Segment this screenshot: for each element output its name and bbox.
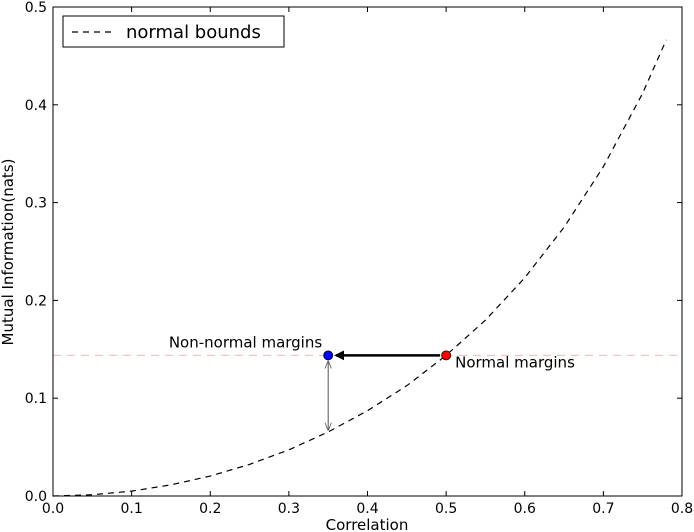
y-tick-label-1: 0.1 <box>25 391 47 407</box>
point-layer <box>323 350 452 361</box>
x-tick-label-4: 0.4 <box>356 501 378 517</box>
x-tick-label-8: 0.8 <box>671 501 693 517</box>
y-axis-title: Mutual Information(nats) <box>0 159 17 346</box>
plot-area <box>53 7 682 496</box>
x-tick-label-7: 0.7 <box>592 501 614 517</box>
annotation-layer: Normal margins Non-normal margins <box>169 333 575 371</box>
arrow-layer <box>328 350 441 430</box>
point-normal-margins <box>441 350 452 361</box>
y-tick-label-0: 0.0 <box>25 489 47 505</box>
x-tick-label-1: 0.1 <box>120 501 142 517</box>
annotation-non-normal-margins: Non-normal margins <box>169 333 323 351</box>
legend-label-normal-bounds: normal bounds <box>126 22 261 43</box>
y-axis: 0.0 0.1 0.2 0.3 0.4 0.5 <box>25 0 682 505</box>
x-tick-label-3: 0.3 <box>278 501 300 517</box>
y-tick-label-5: 0.5 <box>25 0 47 16</box>
legend: normal bounds <box>62 15 285 48</box>
x-tick-label-5: 0.5 <box>435 501 457 517</box>
annotation-normal-margins: Normal margins <box>455 353 575 371</box>
x-tick-label-0: 0.0 <box>42 501 64 517</box>
y-tick-label-3: 0.3 <box>25 196 47 212</box>
x-tick-label-6: 0.6 <box>514 501 536 517</box>
x-tick-label-2: 0.2 <box>199 501 221 517</box>
x-axis: 0.0 0.1 0.2 0.3 0.4 0.5 0.6 0.7 0.8 <box>42 7 693 517</box>
point-non-normal-margins <box>323 350 334 361</box>
y-tick-label-4: 0.4 <box>25 98 47 114</box>
x-axis-title: Correlation <box>326 516 409 532</box>
y-tick-label-2: 0.2 <box>25 293 47 309</box>
